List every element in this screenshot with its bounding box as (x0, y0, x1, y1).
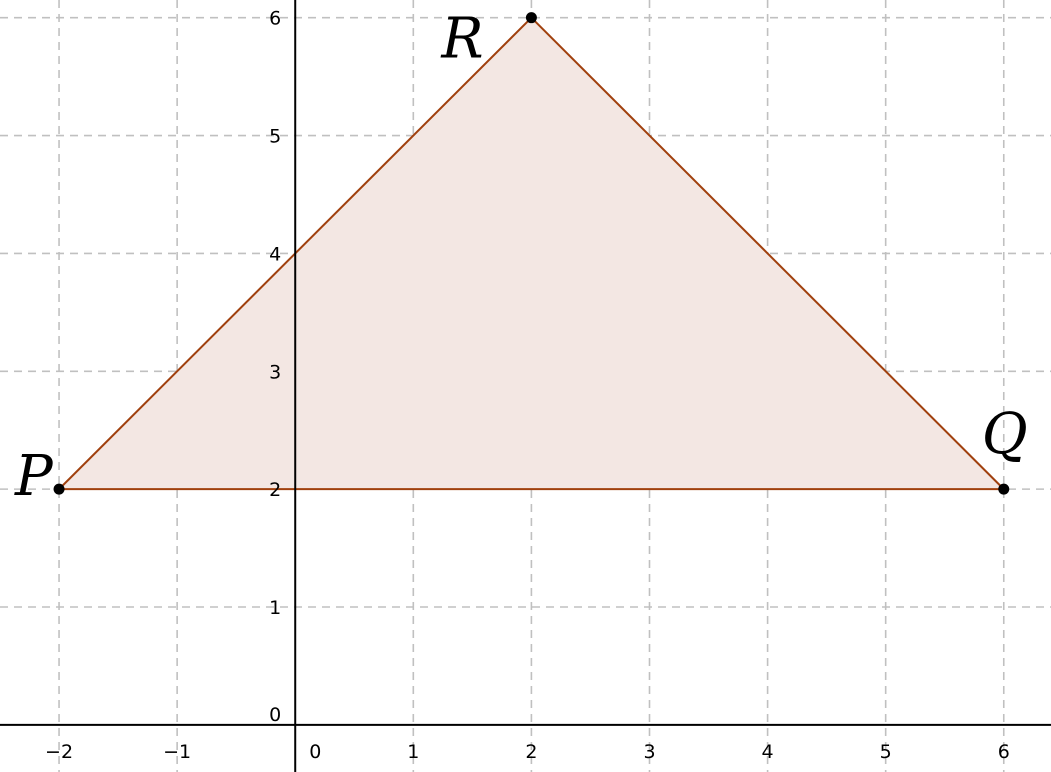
point-q[interactable] (998, 483, 1010, 495)
label-q: Q (982, 402, 1028, 467)
y-tick-label: 1 (269, 597, 281, 619)
point-labels: P Q R (14, 7, 1028, 509)
y-tick-label: 5 (269, 126, 281, 148)
x-tick-label: 6 (998, 741, 1010, 763)
label-p: P (14, 444, 54, 509)
y-tick-label: 3 (269, 361, 281, 383)
points[interactable] (53, 12, 1010, 495)
x-tick-label: 5 (880, 741, 892, 763)
y-tick-label: 4 (269, 243, 281, 265)
tick-labels: −2 −1 0 1 2 3 4 5 6 0 1 2 3 4 5 6 (45, 8, 1010, 763)
x-tick-label: 1 (407, 741, 419, 763)
point-r[interactable] (525, 12, 537, 24)
x-tick-label: 4 (762, 741, 774, 763)
x-tick-label: 3 (643, 741, 655, 763)
x-tick-label: −2 (45, 741, 73, 763)
segment-qr (530, 16, 1005, 490)
y-tick-label: 2 (269, 479, 281, 501)
point-p[interactable] (53, 483, 65, 495)
x-tick-label: −1 (163, 741, 191, 763)
x-tick-label: 2 (525, 741, 537, 763)
y-tick-label: 0 (269, 704, 281, 726)
x-tick-label: 0 (309, 741, 321, 763)
y-tick-label: 6 (269, 8, 281, 30)
label-r: R (440, 7, 483, 72)
